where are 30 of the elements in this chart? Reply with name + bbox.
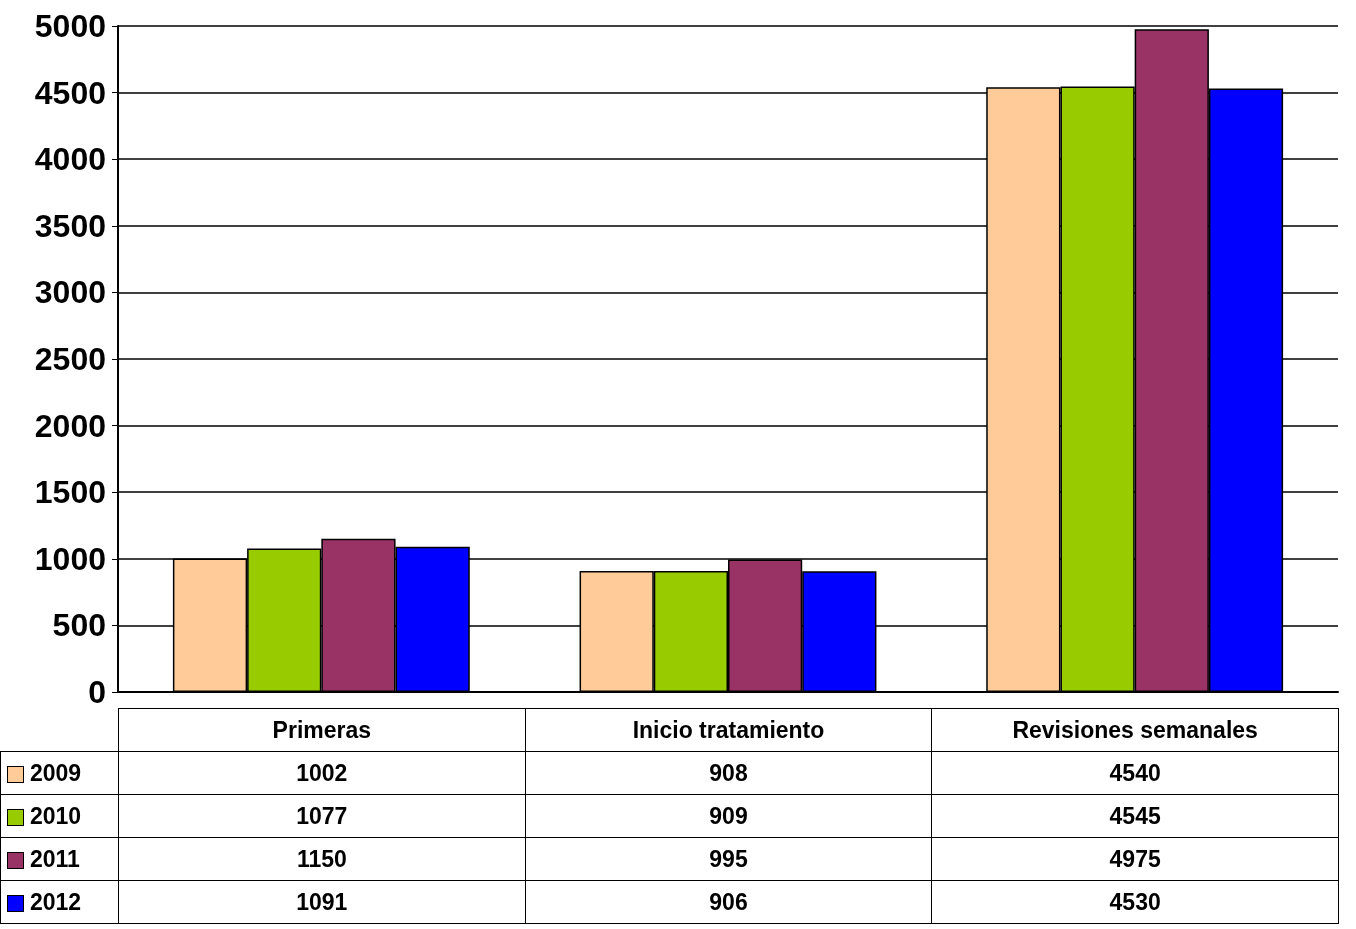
- data-label: 995: [525, 837, 932, 881]
- data-label: 1077: [118, 794, 526, 838]
- y-tick-label: 3500: [34, 207, 106, 244]
- data-label: 909: [525, 794, 932, 838]
- y-tick-label: 1500: [34, 474, 106, 511]
- legend-label: 2011: [0, 837, 119, 881]
- legend-label: 2009: [0, 751, 119, 795]
- legend-label: 2010: [0, 794, 119, 838]
- y-tick-label: 2000: [34, 407, 106, 444]
- data-label: 1091: [118, 880, 526, 924]
- y-tick-label: 4500: [34, 74, 106, 111]
- data-label: 4975: [931, 837, 1339, 881]
- y-tick-label: 500: [52, 607, 106, 644]
- x-tick-label: Primeras: [118, 708, 526, 752]
- data-label: 1002: [118, 751, 526, 795]
- data-label: 4545: [931, 794, 1339, 838]
- x-tick-label: Inicio tratamiento: [525, 708, 932, 752]
- data-label: 4540: [931, 751, 1339, 795]
- y-tick-label: 4000: [34, 141, 106, 178]
- data-label: 906: [525, 880, 932, 924]
- y-tick-label: 3000: [34, 274, 106, 311]
- data-label: 1150: [118, 837, 526, 881]
- y-tick-label: 2500: [34, 341, 106, 377]
- data-label: 4530: [931, 880, 1339, 924]
- x-tick-label: Revisiones semanales: [931, 708, 1339, 752]
- y-tick-label: 0: [88, 674, 106, 710]
- y-tick-label: 1000: [34, 540, 106, 577]
- legend-label: 2012: [0, 880, 119, 924]
- data-label: 908: [525, 751, 932, 795]
- y-tick-label: 5000: [34, 8, 106, 44]
